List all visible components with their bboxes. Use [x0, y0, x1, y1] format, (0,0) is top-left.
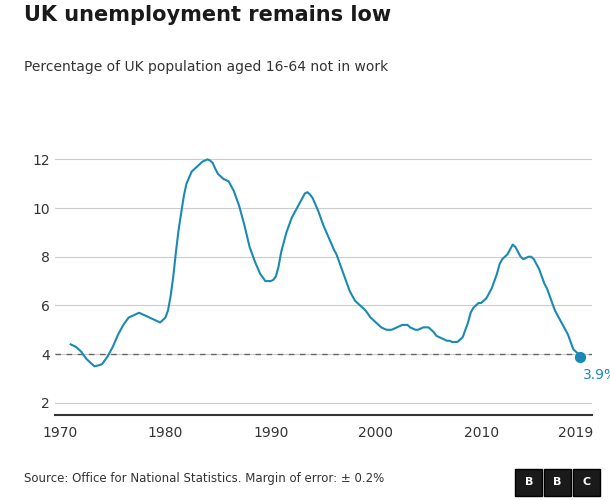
Text: C: C [582, 477, 590, 487]
Text: UK unemployment remains low: UK unemployment remains low [24, 5, 392, 25]
Text: B: B [525, 477, 533, 487]
Text: Source: Office for National Statistics. Margin of error: ± 0.2%: Source: Office for National Statistics. … [24, 472, 385, 485]
Text: Percentage of UK population aged 16-64 not in work: Percentage of UK population aged 16-64 n… [24, 60, 389, 74]
Point [575, 352, 585, 360]
Text: 3.9%: 3.9% [583, 368, 610, 382]
Text: B: B [553, 477, 562, 487]
